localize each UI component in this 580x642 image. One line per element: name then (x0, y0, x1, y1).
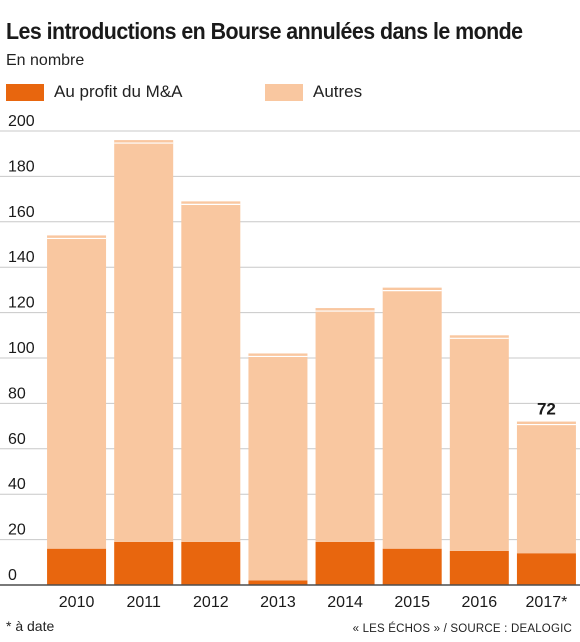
bar-segment-autres (248, 353, 308, 581)
chart-title: Les introductions en Bourse annulées dan… (6, 18, 523, 44)
y-tick-label: 200 (8, 113, 35, 130)
bar-segment-autres (449, 335, 509, 551)
bar-segment-autres (114, 140, 174, 542)
bar-segment-autres (181, 201, 241, 542)
y-tick-label: 140 (8, 249, 35, 266)
x-tick-label: 2013 (260, 594, 296, 611)
legend-swatch-autres (265, 83, 303, 101)
x-tick-label: 2012 (193, 594, 229, 611)
bar-segment-autres (382, 287, 442, 549)
bar-segment-ma (516, 553, 576, 585)
y-tick-label: 120 (8, 295, 35, 312)
bar-segment-autres (47, 235, 107, 549)
x-tick-label: 2010 (59, 594, 95, 611)
x-tick-label: 2015 (394, 594, 430, 611)
data-label-annotation: 72 (537, 400, 556, 419)
y-tick-label: 180 (8, 158, 35, 175)
source-credit: « LES ÉCHOS » / SOURCE : DEALOGIC (352, 623, 572, 635)
y-tick-label: 160 (8, 204, 35, 221)
chart-subtitle: En nombre (6, 52, 85, 69)
x-tick-label: 2016 (462, 594, 498, 611)
bar-segment-ma (248, 580, 308, 585)
y-tick-label: 60 (8, 431, 26, 448)
bar-segment-autres (315, 308, 375, 542)
x-tick-label: 2017* (526, 594, 568, 611)
legend-item-ma: Au profit du M&A (6, 82, 183, 102)
y-tick-label: 80 (8, 385, 26, 402)
bar-segment-ma (315, 541, 375, 585)
x-tick-label: 2014 (327, 594, 363, 611)
x-tick-label: 2011 (126, 594, 161, 611)
bar-segment-ma (382, 548, 442, 585)
bar-segment-ma (181, 541, 241, 585)
legend-label-autres: Autres (313, 82, 363, 101)
bar-segment-ma (449, 550, 509, 585)
legend-swatch-ma (6, 83, 44, 101)
bar-segment-ma (114, 541, 174, 585)
y-tick-label: 0 (8, 567, 17, 584)
y-tick-label: 100 (8, 340, 35, 357)
bar-segment-ma (47, 548, 107, 585)
y-tick-label: 20 (8, 522, 26, 539)
bar-chart: 0 20 40 60 80 100 120 140 160 180 200 2010 2011 2012 2… (0, 113, 580, 611)
bar-segment-autres (516, 421, 576, 554)
legend-item-autres: Autres (265, 82, 362, 102)
y-tick-label: 40 (8, 476, 26, 493)
footnote: * à date (6, 618, 55, 634)
legend-label-ma: Au profit du M&A (54, 82, 183, 101)
